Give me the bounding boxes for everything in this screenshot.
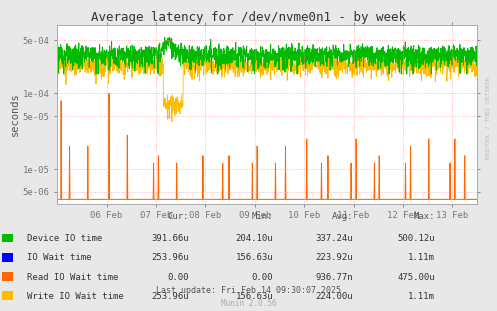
Text: 156.63u: 156.63u xyxy=(236,253,273,262)
Text: Min:: Min: xyxy=(252,212,273,221)
Text: Avg:: Avg: xyxy=(331,212,353,221)
Text: 1.11m: 1.11m xyxy=(408,292,435,301)
Text: 253.96u: 253.96u xyxy=(151,292,189,301)
Text: 0.00: 0.00 xyxy=(167,273,189,281)
Text: Munin 2.0.56: Munin 2.0.56 xyxy=(221,299,276,308)
Text: 500.12u: 500.12u xyxy=(397,234,435,243)
Text: RRDTOOL / TOBI OETIKER: RRDTOOL / TOBI OETIKER xyxy=(486,77,491,160)
Text: 391.66u: 391.66u xyxy=(151,234,189,243)
Text: 936.77n: 936.77n xyxy=(315,273,353,281)
Text: 204.10u: 204.10u xyxy=(236,234,273,243)
Text: 223.92u: 223.92u xyxy=(315,253,353,262)
Text: Max:: Max: xyxy=(414,212,435,221)
Text: 156.63u: 156.63u xyxy=(236,292,273,301)
Text: IO Wait time: IO Wait time xyxy=(27,253,92,262)
Text: Read IO Wait time: Read IO Wait time xyxy=(27,273,119,281)
Text: Last update: Fri Feb 14 09:30:07 2025: Last update: Fri Feb 14 09:30:07 2025 xyxy=(156,286,341,295)
Text: 224.00u: 224.00u xyxy=(315,292,353,301)
Text: 337.24u: 337.24u xyxy=(315,234,353,243)
Text: Device IO time: Device IO time xyxy=(27,234,102,243)
Y-axis label: seconds: seconds xyxy=(10,92,20,136)
Text: 0.00: 0.00 xyxy=(252,273,273,281)
Text: Cur:: Cur: xyxy=(167,212,189,221)
Text: Average latency for /dev/nvme0n1 - by week: Average latency for /dev/nvme0n1 - by we… xyxy=(91,11,406,24)
Text: 1.11m: 1.11m xyxy=(408,253,435,262)
Text: 253.96u: 253.96u xyxy=(151,253,189,262)
Text: Write IO Wait time: Write IO Wait time xyxy=(27,292,124,301)
Text: 475.00u: 475.00u xyxy=(397,273,435,281)
